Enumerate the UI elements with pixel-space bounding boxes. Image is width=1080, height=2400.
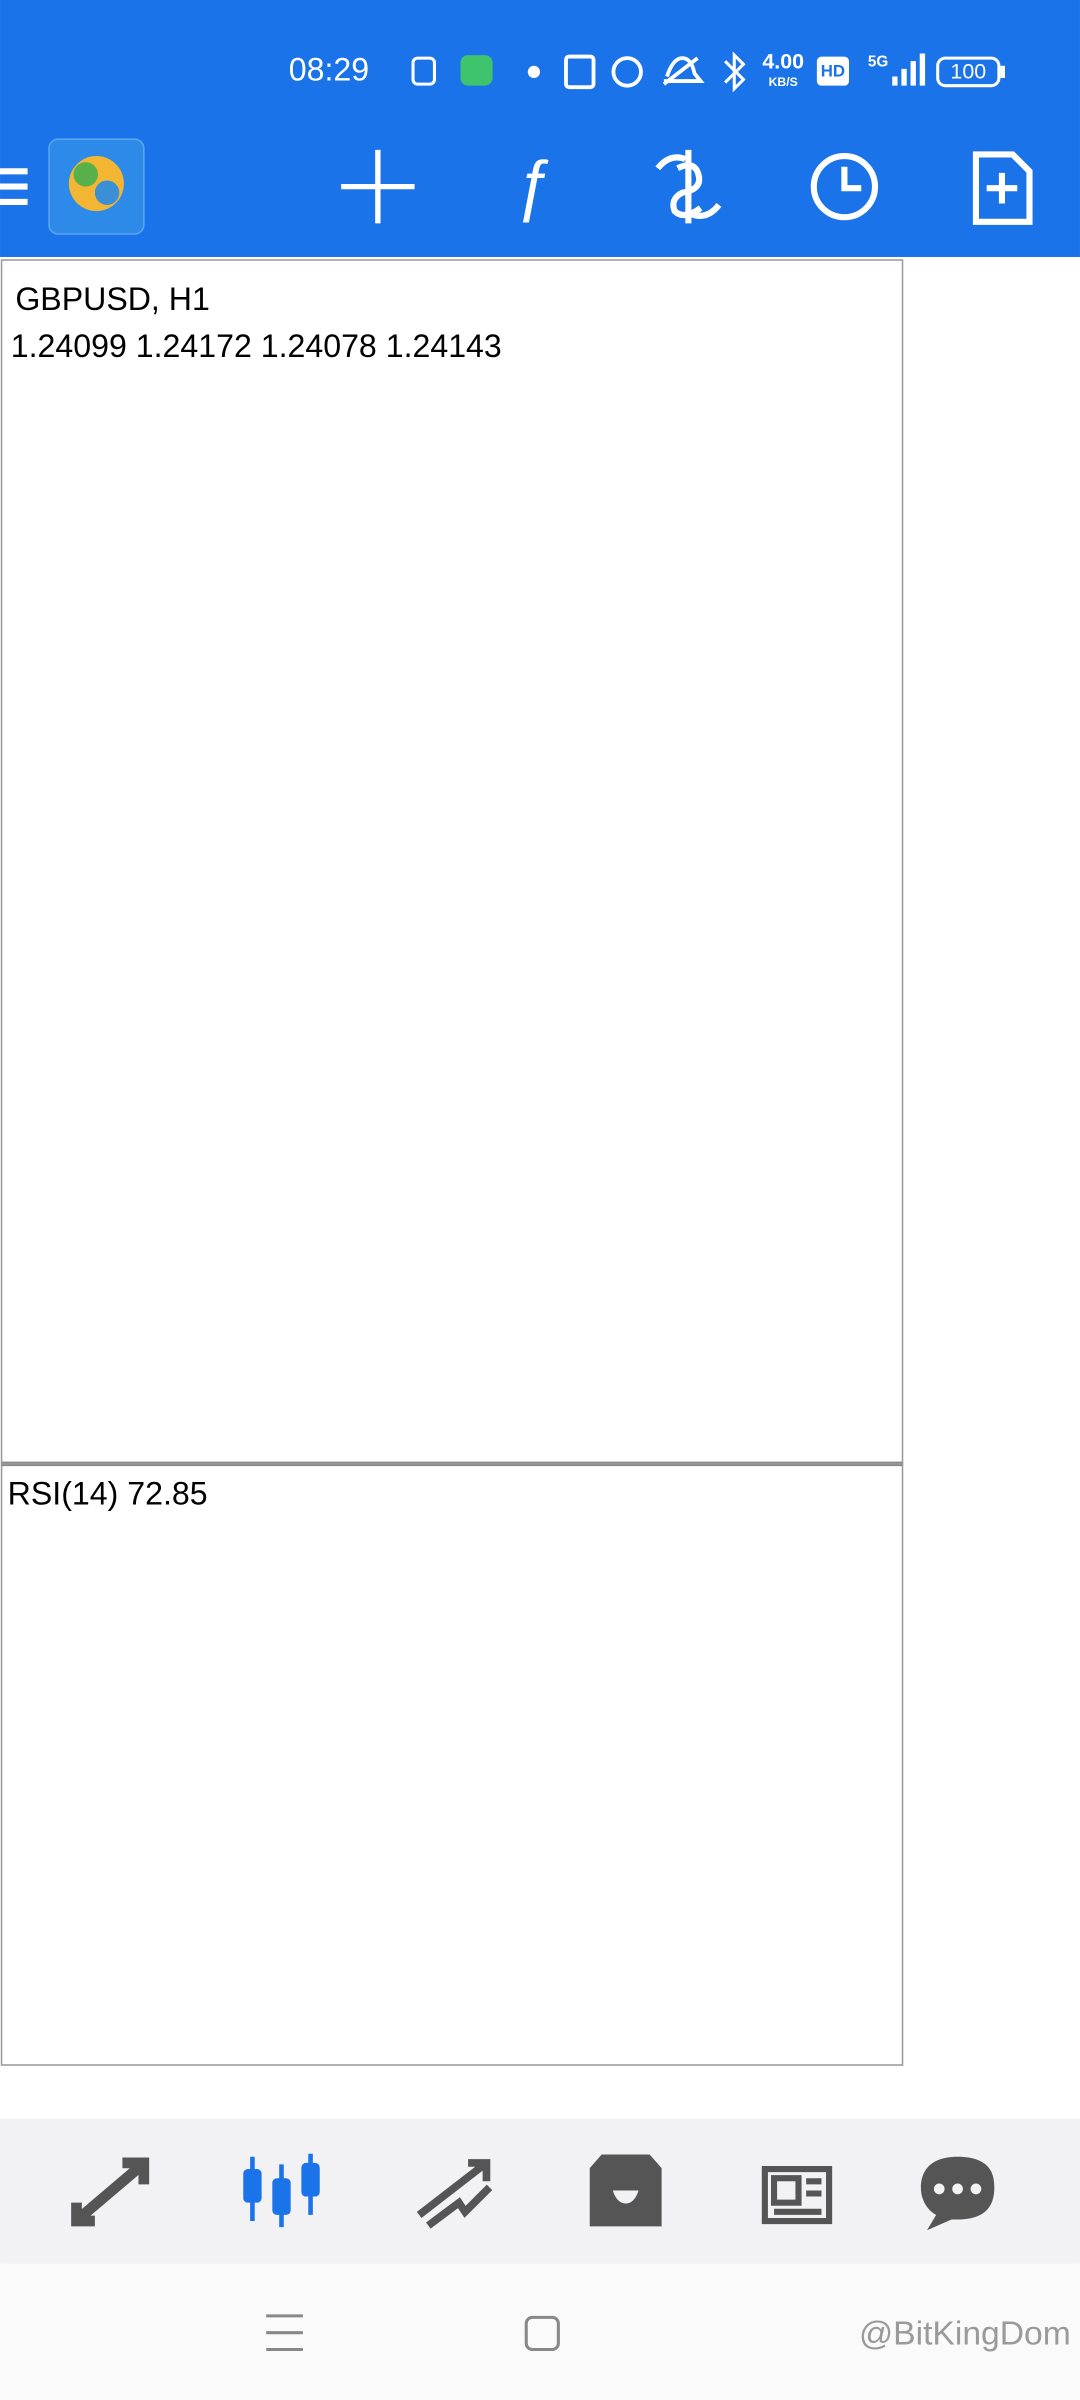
status-icon bbox=[460, 55, 493, 86]
nav-chat-dot bbox=[933, 2183, 945, 2195]
rsi-title: RSI(14) 72.85 bbox=[8, 1475, 208, 1511]
header-bar bbox=[0, 0, 1080, 257]
status-speed: 4.00 bbox=[762, 49, 804, 73]
rsi-panel-frame bbox=[0, 1463, 904, 2066]
system-menu-button[interactable] bbox=[266, 2314, 303, 2352]
status-network: 5G bbox=[868, 54, 888, 71]
nav-chat-dot bbox=[952, 2183, 963, 2195]
indicators-button[interactable]: ƒ bbox=[514, 147, 551, 222]
system-home-button[interactable] bbox=[524, 2315, 560, 2352]
status-icon bbox=[662, 56, 705, 86]
nav-chart[interactable] bbox=[243, 2153, 320, 2228]
status-icon bbox=[411, 56, 436, 86]
system-nav bbox=[0, 2263, 1080, 2400]
nav-news[interactable] bbox=[761, 2165, 833, 2225]
nav-quotes[interactable] bbox=[71, 2157, 150, 2227]
status-battery-tip bbox=[1000, 65, 1006, 79]
status-hd: HD bbox=[821, 61, 845, 80]
nav-chat-dot bbox=[970, 2183, 982, 2195]
app-icon-detail bbox=[94, 180, 120, 205]
status-icon bbox=[611, 56, 643, 88]
period-button[interactable] bbox=[810, 152, 879, 221]
status-signal bbox=[892, 53, 926, 86]
status-battery bbox=[936, 56, 1001, 88]
status-battery-level: 100 bbox=[950, 59, 986, 83]
template-button[interactable] bbox=[972, 151, 1033, 225]
status-icon bbox=[564, 54, 596, 90]
status-icon bbox=[816, 56, 849, 86]
nav-chart-body bbox=[272, 2178, 291, 2215]
status-icon bbox=[527, 65, 540, 79]
nav-chart-body bbox=[301, 2162, 320, 2197]
template-button-plus bbox=[986, 172, 1018, 204]
nav-history[interactable] bbox=[589, 2154, 662, 2227]
chart-title: GBPUSD, H1 bbox=[15, 281, 210, 317]
app-icon-globe bbox=[68, 156, 124, 212]
app-icon-detail bbox=[73, 162, 98, 187]
status-speed-unit: KB/S bbox=[769, 75, 798, 89]
trade-button[interactable] bbox=[655, 149, 722, 224]
chart-subtitle: 1.24099 1.24172 1.24078 1.24143 bbox=[11, 328, 502, 364]
price-panel-frame bbox=[0, 259, 904, 1465]
status-time: 08:29 bbox=[289, 51, 369, 87]
period-button-hands bbox=[841, 166, 862, 192]
nav-chart-body bbox=[243, 2169, 262, 2203]
watermark: @BitKingDom bbox=[859, 2316, 1071, 2353]
menu-button[interactable] bbox=[0, 168, 28, 205]
bottom-nav bbox=[0, 2118, 1080, 2264]
crosshair-button[interactable] bbox=[341, 149, 415, 224]
nav-trade[interactable] bbox=[416, 2159, 493, 2229]
status-icon bbox=[724, 51, 746, 93]
